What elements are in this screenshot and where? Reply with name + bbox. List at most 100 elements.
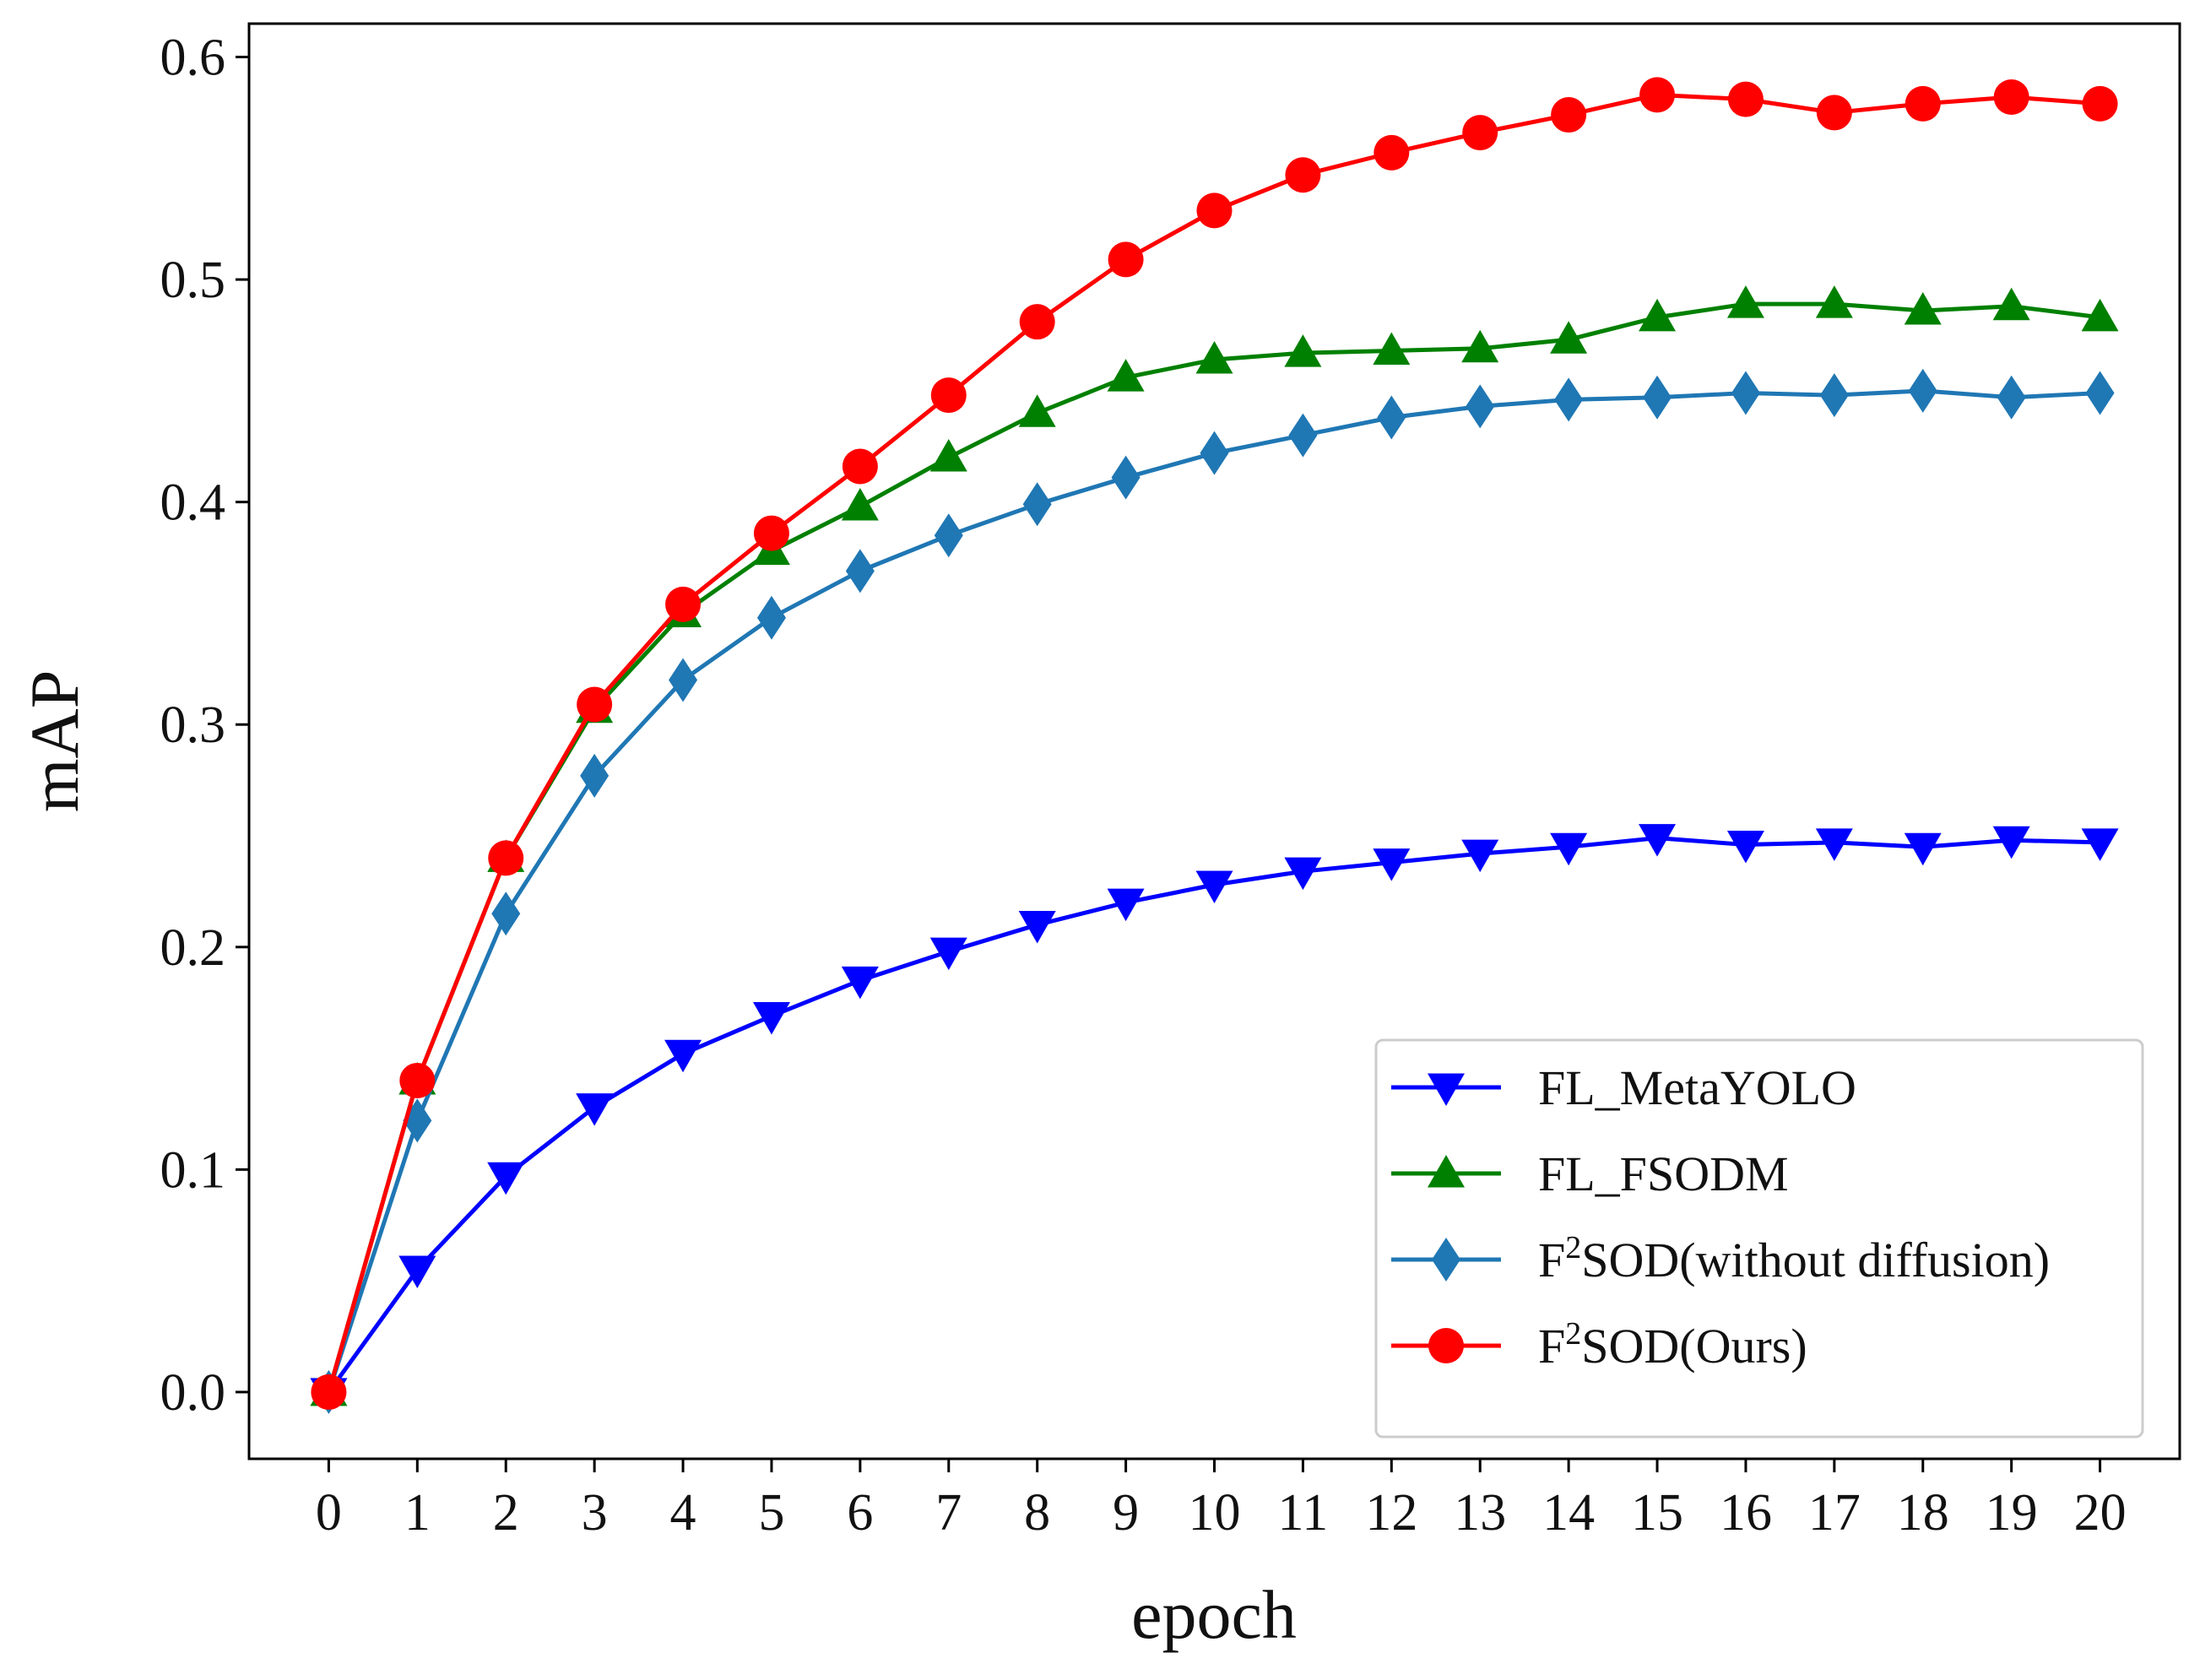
x-tick-label: 11 xyxy=(1278,1484,1329,1542)
data-point xyxy=(1284,857,1322,891)
data-point xyxy=(753,515,789,551)
data-point xyxy=(2081,298,2119,332)
data-point xyxy=(1819,373,1849,418)
data-point xyxy=(1639,824,1677,857)
x-tick-label: 8 xyxy=(1024,1484,1050,1542)
legend-marker xyxy=(1432,1238,1460,1282)
series-layer xyxy=(310,77,2119,1414)
data-point xyxy=(1018,394,1056,427)
legend-item: FL_FSODM xyxy=(1391,1146,1789,1201)
legend-item: FL_MetaYOLO xyxy=(1391,1060,1856,1115)
data-point xyxy=(934,513,963,558)
data-point xyxy=(1285,157,1321,193)
data-point xyxy=(1992,287,2030,321)
data-point xyxy=(1551,97,1587,133)
plot-frame xyxy=(247,22,2181,1461)
x-tick-label: 9 xyxy=(1113,1484,1139,1542)
x-tick-label: 20 xyxy=(2074,1484,2127,1542)
x-tick-label: 6 xyxy=(847,1484,873,1542)
data-point xyxy=(1993,79,2029,115)
data-point xyxy=(487,1162,525,1195)
data-point xyxy=(669,658,698,702)
data-point xyxy=(1639,77,1676,113)
data-point xyxy=(2081,828,2119,861)
legend-label: F2SOD(Ours) xyxy=(1538,1316,1807,1374)
x-tick-label: 15 xyxy=(1631,1484,1683,1542)
data-point xyxy=(577,686,613,723)
data-point xyxy=(1816,95,1852,131)
data-point xyxy=(1195,870,1233,903)
legend-marker xyxy=(1428,1155,1465,1188)
x-tick-label: 19 xyxy=(1986,1484,2038,1542)
data-point xyxy=(1815,828,1853,861)
data-point xyxy=(1461,329,1499,363)
x-tick-label: 13 xyxy=(1454,1484,1506,1542)
x-tick-label: 1 xyxy=(404,1484,431,1542)
x-tick-label: 2 xyxy=(493,1484,519,1542)
data-point xyxy=(842,448,878,485)
data-point xyxy=(930,377,967,414)
data-point xyxy=(1018,910,1056,944)
data-point xyxy=(1639,298,1677,332)
data-point xyxy=(1373,332,1411,365)
data-point xyxy=(580,753,610,798)
data-point xyxy=(1727,81,1764,117)
x-tick-label: 17 xyxy=(1808,1484,1861,1542)
data-point xyxy=(311,1374,347,1410)
data-point xyxy=(488,840,524,876)
legend-box xyxy=(1374,1038,2144,1439)
data-point xyxy=(664,1039,702,1073)
y-tick-label: 0.1 xyxy=(160,1141,226,1199)
data-point xyxy=(1466,384,1495,429)
x-tick-label: 5 xyxy=(758,1484,784,1542)
ticks-layer: 0.00.10.20.30.40.50.60 1 2 3 4 5 6 7 8 9 10 11 12 13 1… xyxy=(160,30,2127,1542)
data-point xyxy=(1288,413,1318,458)
data-point xyxy=(841,966,879,1000)
legend-label: F2SOD(without diffusion) xyxy=(1538,1230,2050,1287)
data-point xyxy=(665,586,702,622)
data-point xyxy=(398,1255,436,1288)
data-point xyxy=(1554,377,1584,422)
data-point xyxy=(2085,371,2115,415)
data-point xyxy=(1904,832,1942,866)
data-point xyxy=(1992,826,2030,859)
data-point xyxy=(491,891,521,936)
data-point xyxy=(845,549,875,593)
data-point xyxy=(1374,134,1410,171)
data-point xyxy=(1377,395,1406,440)
data-point xyxy=(1196,192,1233,229)
data-point xyxy=(1726,831,1764,864)
x-tick-label: 14 xyxy=(1542,1484,1595,1542)
data-point xyxy=(1643,375,1672,420)
legend-marker xyxy=(1428,1328,1464,1363)
y-tick-label: 0.3 xyxy=(160,696,226,754)
legend-label: FL_MetaYOLO xyxy=(1538,1060,1856,1115)
x-axis-title: epoch xyxy=(1131,1576,1297,1653)
data-point xyxy=(929,438,967,472)
data-point xyxy=(1904,292,1942,325)
data-point xyxy=(1731,371,1760,415)
data-point xyxy=(1200,431,1229,475)
x-tick-label: 18 xyxy=(1897,1484,1949,1542)
data-point xyxy=(1108,241,1144,278)
y-tick-label: 0.0 xyxy=(160,1364,226,1422)
data-point xyxy=(399,1062,436,1098)
data-point xyxy=(576,1093,614,1126)
y-axis-title: mAP xyxy=(16,670,93,813)
data-point xyxy=(1461,839,1499,873)
data-point xyxy=(1908,368,1937,413)
legend-item: F2SOD(Ours) xyxy=(1391,1316,1807,1374)
data-point xyxy=(1111,455,1141,500)
data-point xyxy=(841,487,879,521)
data-point xyxy=(1373,848,1411,881)
data-point xyxy=(1019,304,1055,340)
x-tick-label: 3 xyxy=(582,1484,608,1542)
series-fl-metayolo xyxy=(310,824,2119,1411)
x-tick-label: 7 xyxy=(935,1484,962,1542)
data-point xyxy=(1107,888,1145,922)
data-point xyxy=(1550,321,1588,354)
x-tick-label: 4 xyxy=(670,1484,696,1542)
data-point xyxy=(756,595,786,640)
data-point xyxy=(1462,115,1498,151)
